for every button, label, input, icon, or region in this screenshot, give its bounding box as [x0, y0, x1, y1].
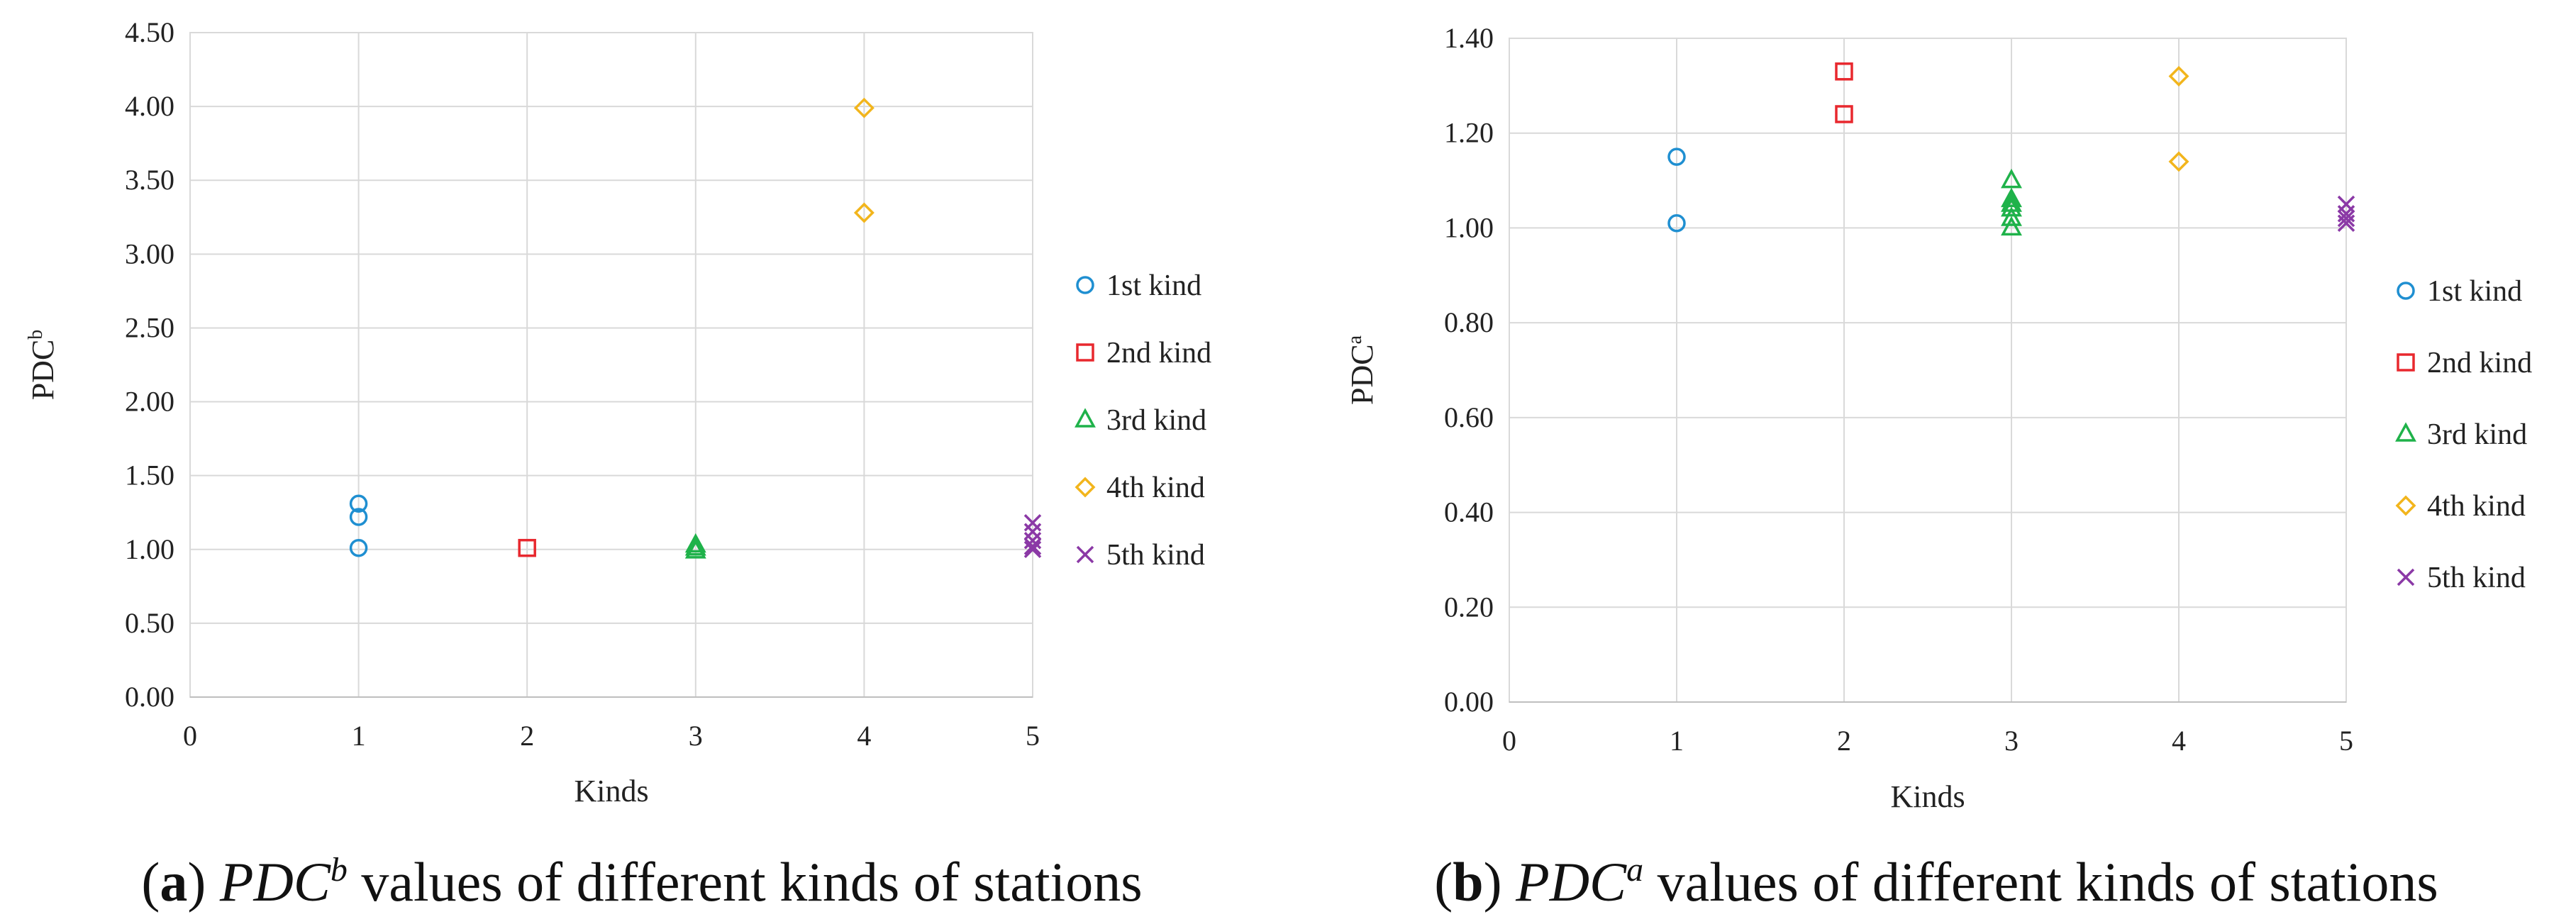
x-tick-label: 2 [1837, 725, 1851, 757]
legend-marker-square [2397, 353, 2415, 372]
y-tick-label: 3.00 [125, 238, 174, 269]
y-tick-label: 0.00 [1444, 686, 1494, 718]
y-tick-label: 1.50 [125, 460, 174, 491]
data-point-triangle [2001, 168, 2022, 189]
legend-marker-triangle [1075, 408, 1096, 428]
data-point-circle [349, 508, 368, 526]
x-tick-label: 3 [2004, 725, 2019, 757]
legend-label: 4th kind [2427, 490, 2526, 523]
x-tick-label: 1 [1670, 725, 1684, 757]
data-point-circle [1667, 147, 1686, 166]
figure-caption: (b) PDCa values of different kinds of st… [1434, 851, 2438, 913]
data-point-circle [349, 538, 368, 557]
y-tick-label: 0.00 [125, 681, 174, 713]
data-point-cross [2337, 209, 2355, 228]
data-point-triangle [2001, 197, 2022, 217]
data-point-diamond [2168, 66, 2189, 87]
y-axis-label: PDCb [25, 330, 60, 401]
legend-marker-triangle [2395, 422, 2416, 442]
legend-marker-diamond [1075, 477, 1096, 498]
data-point-circle [349, 494, 368, 513]
data-point-diamond [853, 202, 875, 223]
y-tick-label: 1.40 [1444, 22, 1494, 54]
data-point-square [1835, 62, 1853, 81]
plot-area [1509, 38, 2347, 703]
plot-area [189, 32, 1033, 698]
x-axis-label: Kinds [574, 774, 648, 808]
y-tick-label: 1.20 [1444, 117, 1494, 149]
data-point-square [518, 538, 536, 557]
data-point-cross [1023, 538, 1042, 555]
y-tick-label: 4.50 [125, 16, 174, 48]
x-tick-label: 1 [352, 720, 366, 752]
legend-label: 1st kind [2427, 275, 2522, 308]
y-tick-label: 0.40 [1444, 496, 1494, 528]
y-tick-label: 2.50 [125, 311, 174, 343]
chart-a: 0.00 0.50 1.00 1.50 2.00 2.50 3.00 3.50 4.00 4.50… [25, 16, 1211, 913]
x-tick-label: 4 [857, 720, 871, 752]
data-point-triangle [684, 533, 706, 553]
y-tick-label: 0.20 [1444, 591, 1494, 623]
legend-label: 4th kind [1106, 472, 1205, 504]
y-tick-label: 2.00 [125, 386, 174, 418]
legend-marker-square [1076, 343, 1094, 362]
data-point-cross [2337, 214, 2355, 232]
legend-marker-circle [1076, 276, 1094, 294]
y-tick-label: 1.00 [125, 533, 174, 565]
data-point-triangle [2001, 206, 2022, 226]
chart-b: 0.00 0.20 0.40 0.60 0.80 1.00 1.20 1.40 0 1 2 3 4 5 Ki… [1344, 22, 2532, 913]
data-point-triangle [684, 539, 706, 559]
x-tick-label: 0 [1502, 725, 1516, 757]
figure-caption: (a) PDCb values of different kinds of st… [141, 851, 1142, 913]
y-tick-label: 1.00 [1444, 211, 1494, 243]
legend-label: 2nd kind [1106, 337, 1211, 369]
data-point-circle [1667, 213, 1686, 233]
y-axis-label: PDCa [1344, 335, 1379, 405]
data-point-square [1835, 105, 1853, 123]
x-tick-label: 5 [1026, 720, 1040, 752]
legend-label: 3rd kind [1106, 404, 1206, 437]
y-tick-label: 4.00 [125, 90, 174, 122]
x-tick-label: 3 [689, 720, 703, 752]
data-point-diamond [2168, 151, 2189, 172]
legend-label: 2nd kind [2427, 347, 2532, 379]
y-tick-label: 0.60 [1444, 401, 1494, 433]
legend-label: 5th kind [1106, 539, 1205, 572]
data-point-triangle [2001, 216, 2022, 236]
x-tick-label: 5 [2339, 725, 2353, 757]
legend-marker-cross [1076, 545, 1094, 564]
legend-marker-cross [2397, 568, 2415, 586]
y-tick-label: 3.50 [125, 164, 174, 196]
legend-label: 3rd kind [2427, 418, 2527, 451]
x-axis-label: Kinds [1890, 779, 1965, 814]
legend-marker-diamond [2395, 495, 2416, 516]
data-point-triangle [2001, 187, 2022, 208]
x-tick-label: 0 [183, 720, 197, 752]
data-point-cross [1023, 540, 1042, 559]
legend-marker-circle [2397, 282, 2415, 300]
y-tick-label: 0.50 [125, 607, 174, 639]
data-point-diamond [853, 97, 875, 118]
x-tick-label: 2 [520, 720, 534, 752]
y-tick-label: 0.80 [1444, 306, 1494, 338]
data-point-triangle [684, 536, 706, 556]
x-tick-label: 4 [2172, 725, 2186, 757]
legend-label: 1st kind [1106, 269, 1201, 302]
legend-label: 5th kind [2427, 562, 2526, 594]
